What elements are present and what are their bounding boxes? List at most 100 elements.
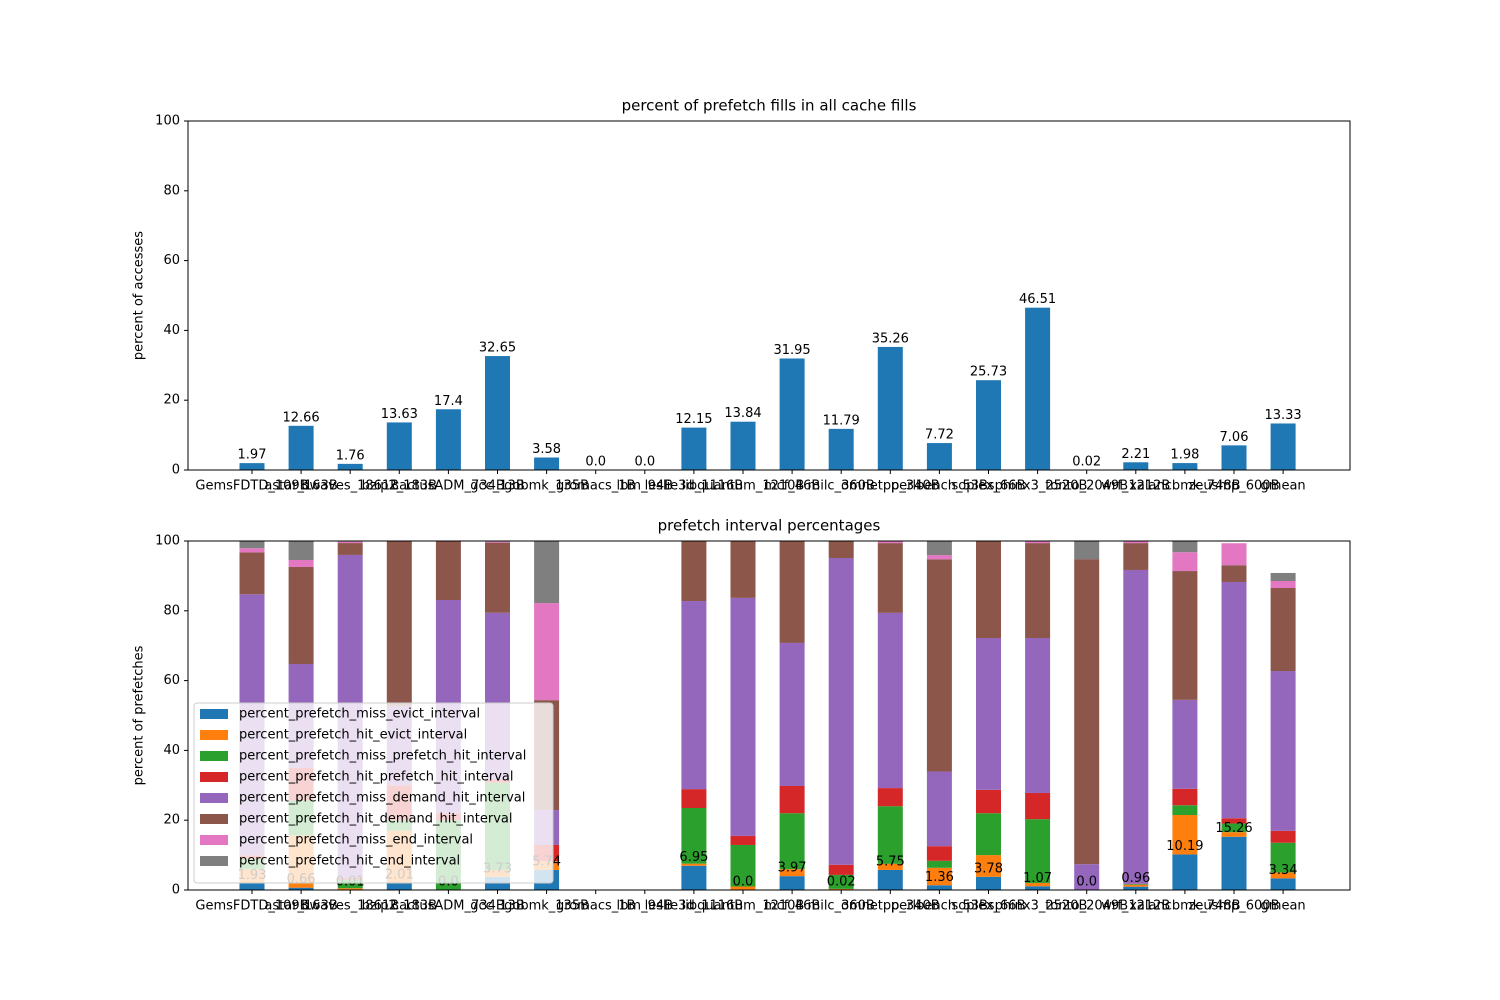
- bar-segment: [1270, 842, 1296, 873]
- data-label: 1.97: [238, 448, 267, 463]
- bar-segment: [1172, 805, 1198, 815]
- bar: [386, 422, 412, 470]
- x-tick-label: gromacs_1B: [556, 899, 636, 914]
- bar-segment: [779, 642, 805, 786]
- bar-segment: [239, 548, 265, 553]
- x-tick-label: astar_163B: [264, 899, 337, 914]
- data-label: 5.75: [876, 854, 905, 869]
- bar-segment: [1221, 832, 1247, 837]
- bar-segment: [779, 869, 805, 877]
- bar-segment: [877, 863, 903, 870]
- x-tick-label: milc_360B: [808, 479, 875, 494]
- data-label: 35.26: [872, 331, 909, 346]
- axes-frame: [187, 540, 1351, 891]
- bar-segment: [1270, 872, 1296, 879]
- x-tick-label: omnetpp_340B: [841, 479, 940, 494]
- data-label: 32.65: [479, 341, 516, 356]
- bar-segment: [288, 559, 314, 567]
- y-tick-label: 80: [163, 183, 180, 198]
- bar-segment: [877, 806, 903, 864]
- bar-segment: [1025, 541, 1051, 544]
- bar-segment: [779, 876, 805, 890]
- bar-segment: [1270, 572, 1296, 581]
- data-label: 7.72: [925, 428, 954, 443]
- y-axis-label: percent of prefetches: [132, 645, 147, 785]
- bar-segment: [926, 846, 952, 861]
- x-tick-label: tonto_2049B: [1045, 899, 1128, 914]
- bar-segment: [1270, 587, 1296, 672]
- x-tick-label: perlbench_53B: [891, 479, 988, 494]
- data-label: 0.96: [1121, 871, 1150, 886]
- bar-segment: [239, 883, 265, 890]
- bar: [877, 346, 903, 470]
- x-tick-label: GemsFDTD_109B: [195, 899, 308, 914]
- chart-title: prefetch interval percentages: [658, 517, 881, 535]
- x-tick-label: soplex_66B: [951, 899, 1025, 914]
- bar-segment: [386, 882, 412, 890]
- bar: [1172, 463, 1198, 470]
- bar-segment: [877, 543, 903, 613]
- bar-segment: [681, 601, 707, 790]
- bar-segment: [926, 867, 952, 886]
- bar-segment: [828, 864, 854, 875]
- bar-segment: [1270, 830, 1296, 843]
- bar-segment: [534, 541, 560, 604]
- data-label: 25.73: [970, 365, 1007, 380]
- data-label: 7.06: [1220, 430, 1249, 445]
- bar-segment: [1270, 580, 1296, 588]
- subplot: percent of prefetch fills in all cache f…: [132, 97, 1351, 494]
- bar-segment: [1123, 569, 1149, 884]
- x-tick-label: zeusmp_600B: [1189, 479, 1280, 494]
- bar-segment: [730, 835, 756, 845]
- legend-label: percent_prefetch_miss_prefetch_hit_inter…: [239, 749, 526, 764]
- y-axis-label: percent of accesses: [132, 231, 147, 360]
- bar-segment: [976, 855, 1001, 877]
- bar-segment: [337, 543, 363, 555]
- bar-segment: [681, 865, 707, 890]
- bar-segment: [1123, 543, 1149, 570]
- legend-swatch: [200, 814, 228, 824]
- bar: [926, 443, 952, 470]
- bar: [435, 409, 461, 470]
- bar-segment: [779, 785, 805, 814]
- bar: [681, 427, 707, 470]
- bar-segment: [1123, 884, 1149, 887]
- bar-segment: [1221, 823, 1247, 833]
- legend-label: percent_prefetch_hit_prefetch_hit_interv…: [239, 770, 514, 785]
- bar-segment: [926, 771, 952, 847]
- bar-segment: [877, 869, 903, 890]
- bar-segment: [681, 541, 707, 602]
- bar: [239, 463, 265, 470]
- bar-segment: [926, 541, 952, 556]
- data-label: 1.76: [336, 448, 365, 463]
- bar-segment: [337, 541, 363, 544]
- bar-segment: [1172, 552, 1198, 572]
- bar-segment: [828, 541, 854, 559]
- bar: [1123, 462, 1149, 470]
- bar: [1025, 307, 1051, 470]
- x-tick-label: wrf_1212B: [1101, 899, 1170, 914]
- bar-segment: [386, 540, 412, 707]
- data-label: 6.95: [679, 850, 708, 865]
- data-label: 0.0: [733, 875, 754, 890]
- axes-frame: [187, 120, 1351, 471]
- bar-segment: [681, 863, 707, 866]
- bar-segment: [877, 788, 903, 807]
- data-label: 13.33: [1264, 408, 1301, 423]
- data-label: 13.63: [381, 407, 418, 422]
- x-tick-label: bwaves_1861B: [301, 899, 399, 914]
- bar-segment: [1270, 671, 1296, 831]
- x-tick-label: sphinx3_2520B: [988, 899, 1088, 914]
- x-tick-label: cactusADM_734B: [392, 479, 505, 494]
- bar-segment: [239, 541, 265, 549]
- legend-label: percent_prefetch_hit_end_interval: [239, 854, 460, 869]
- bar-segment: [1025, 543, 1051, 639]
- bar-segment: [730, 597, 756, 836]
- y-tick-label: 40: [163, 743, 180, 758]
- data-label: 0.0: [634, 455, 655, 470]
- data-label: 12.66: [282, 410, 319, 425]
- y-tick-label: 0: [172, 463, 180, 478]
- bar: [730, 421, 756, 470]
- bar-segment: [1172, 571, 1198, 700]
- legend-swatch: [200, 835, 228, 845]
